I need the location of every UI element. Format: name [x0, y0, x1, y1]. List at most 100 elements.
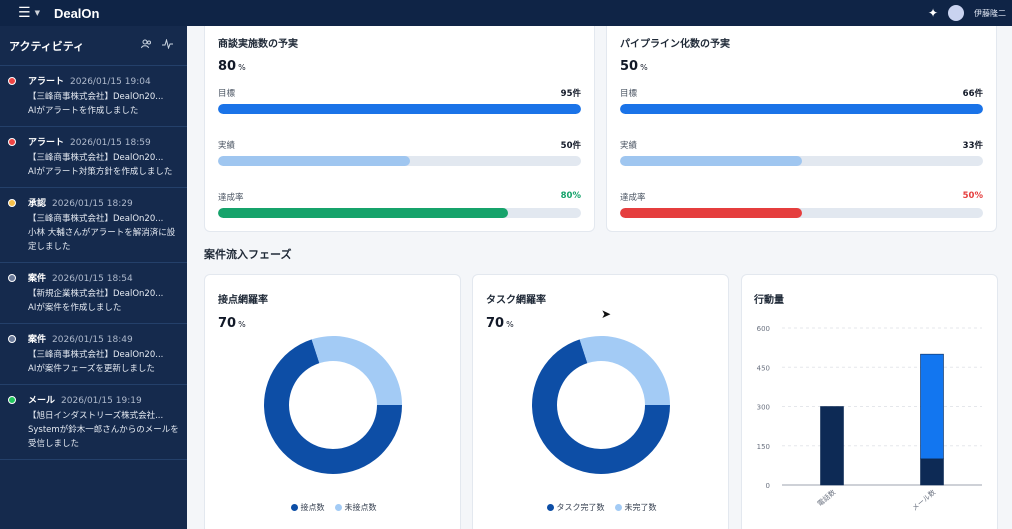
activity-type: 案件 [28, 335, 47, 345]
hamburger-icon: ☰ [18, 5, 31, 21]
section-title: 案件流入フェーズ [204, 248, 292, 261]
rate-value: 80% [560, 191, 581, 201]
activity-item[interactable]: 承認 2026/01/15 18:29 【三峰商事株式会社】DealOn20... 小… [0, 188, 187, 263]
activity-sidebar: アクティビティ アラート 2026/01/15 19:04 【三峰商事株式会社】De… [0, 26, 187, 529]
coverage-card: 接点網羅率 70% 接点数 未接点数 [204, 274, 461, 529]
sidebar-title: アクティビティ [9, 39, 85, 53]
activity-volume-card: 行動量 0 150 300 450 600 電話数 メール数 [741, 274, 998, 529]
avatar[interactable] [948, 5, 964, 21]
activity-time: 2026/01/15 18:29 [52, 199, 133, 209]
donut-chart [264, 336, 402, 474]
activity-item[interactable]: アラート 2026/01/15 18:59 【三峰商事株式会社】DealOn20..… [0, 127, 187, 188]
sidebar-header: アクティビティ [0, 26, 187, 66]
rate-progress-bar [620, 208, 983, 218]
rate-row: 達成率 50% [620, 191, 983, 218]
y-tick-label: 600 [757, 325, 770, 333]
activity-item[interactable]: アラート 2026/01/15 19:04 【三峰商事株式会社】DealOn20..… [0, 66, 187, 127]
actual-value: 50件 [560, 141, 581, 151]
activity-message: AIが案件を作成しました [28, 303, 122, 313]
status-dot [8, 77, 16, 85]
user-name[interactable]: 伊藤隆二 [974, 8, 1006, 18]
rate-progress-bar [218, 208, 581, 218]
donut-legend: 接点数 未接点数 [205, 502, 462, 513]
forecast-title: 商談実施数の予実 [218, 39, 298, 50]
activity-type: メール [28, 396, 56, 406]
target-progress-bar [218, 104, 581, 114]
activity-message: Systemが鈴木一郎さんからのメールを受信しました [28, 425, 179, 449]
target-row: 目標 66件 [620, 87, 983, 114]
sparkle-icon[interactable]: ✦ [927, 6, 938, 20]
actual-row: 実績 50件 [218, 139, 581, 166]
activity-time: 2026/01/15 18:59 [70, 138, 151, 148]
y-tick-label: 300 [757, 404, 770, 412]
activity-item[interactable]: 案件 2026/01/15 18:54 【新規企業株式会社】DealOn20... A… [0, 263, 187, 324]
actual-label: 実績 [620, 141, 638, 151]
actual-progress-bar [620, 156, 983, 166]
legend-item-a[interactable]: タスク完了数 [546, 502, 605, 513]
activity-subject: 【三峰商事株式会社】DealOn20... [28, 92, 164, 102]
bar-chart: 0 150 300 450 600 電話数 メール数 [757, 325, 982, 513]
forecast-percent: 50% [620, 59, 648, 74]
rate-label: 達成率 [620, 193, 646, 203]
activity-subject: 【三峰商事株式会社】DealOn20... [28, 153, 164, 163]
activity-subject: 【旭日インダストリーズ株式会社... [28, 411, 164, 421]
status-dot [8, 396, 16, 404]
target-label: 目標 [218, 89, 236, 99]
activity-type: アラート [28, 138, 65, 148]
x-tick-label: メール数 [910, 488, 937, 513]
activity-subject: 【新規企業株式会社】DealOn20... [28, 289, 164, 299]
activity-subject: 【三峰商事株式会社】DealOn20... [28, 350, 164, 360]
forecast-card: 商談実施数の予実 80% 目標 95件実績 50件達成率 80% [204, 26, 595, 232]
forecast-title: パイプライン化数の予実 [620, 39, 730, 50]
coverage-percent: 70% [218, 316, 246, 331]
legend-item-a[interactable]: 接点数 [290, 502, 325, 513]
bar-1-series-1[interactable] [920, 353, 944, 460]
forecast-card: パイプライン化数の予実 50% 目標 66件実績 33件達成率 50% [606, 26, 997, 232]
activity-message: 小林 大輔さんがアラートを解消済に設定しました [28, 228, 176, 252]
x-tick-label: 電話数 [815, 488, 837, 508]
forecast-percent: 80% [218, 59, 246, 74]
chart-title: 行動量 [754, 295, 784, 306]
coverage-percent: 70% [486, 316, 514, 331]
top-bar: ☰ ▼ DealOn ✦ 伊藤隆二 [0, 0, 1012, 26]
activity-item[interactable]: 案件 2026/01/15 18:49 【三峰商事株式会社】DealOn20... A… [0, 324, 187, 385]
actual-row: 実績 33件 [620, 139, 983, 166]
activity-message: AIがアラート対策方針を作成しました [28, 167, 173, 177]
rate-value: 50% [962, 191, 983, 201]
donut-slice-a [264, 339, 402, 474]
activity-time: 2026/01/15 18:49 [52, 335, 133, 345]
activity-type: 案件 [28, 274, 47, 284]
menu-button[interactable]: ☰ ▼ [18, 6, 40, 20]
mouse-cursor-icon: ➤ [601, 307, 612, 321]
bar-0-series-0[interactable] [820, 406, 844, 486]
activity-item[interactable]: メール 2026/01/15 19:19 【旭日インダストリーズ株式会社... Sys… [0, 385, 187, 460]
bar-1-series-0[interactable] [920, 458, 944, 486]
rate-label: 達成率 [218, 193, 244, 203]
status-dot [8, 138, 16, 146]
brand-logo[interactable]: DealOn [53, 5, 100, 21]
donut-slice-b [311, 336, 402, 405]
main-content: 商談実施数の予実 80% 目標 95件 実績 50件 達成率 80% パイプライン化数の予実 50… [187, 26, 1012, 529]
coverage-title: タスク網羅率 [486, 295, 546, 306]
target-value: 95件 [560, 89, 581, 99]
y-tick-label: 150 [757, 443, 770, 451]
donut-chart [532, 336, 670, 474]
actual-progress-bar [218, 156, 581, 166]
legend-item-b[interactable]: 未接点数 [334, 502, 377, 513]
activity-time: 2026/01/15 18:54 [52, 274, 133, 284]
target-label: 目標 [620, 89, 638, 99]
activity-type: 承認 [28, 199, 47, 209]
actual-value: 33件 [962, 141, 983, 151]
users-icon[interactable] [141, 39, 152, 52]
donut-slice-a [532, 339, 670, 474]
target-progress-bar [620, 104, 983, 114]
activity-time: 2026/01/15 19:19 [61, 396, 142, 406]
target-value: 66件 [962, 89, 983, 99]
donut-legend: タスク完了数 未完了数 [473, 502, 730, 513]
y-tick-label: 450 [757, 364, 770, 372]
activity-subject: 【三峰商事株式会社】DealOn20... [28, 214, 164, 224]
legend-item-b[interactable]: 未完了数 [614, 502, 657, 513]
status-dot [8, 199, 16, 207]
activity-pulse-icon[interactable] [162, 38, 173, 52]
donut-slice-b [579, 336, 670, 405]
